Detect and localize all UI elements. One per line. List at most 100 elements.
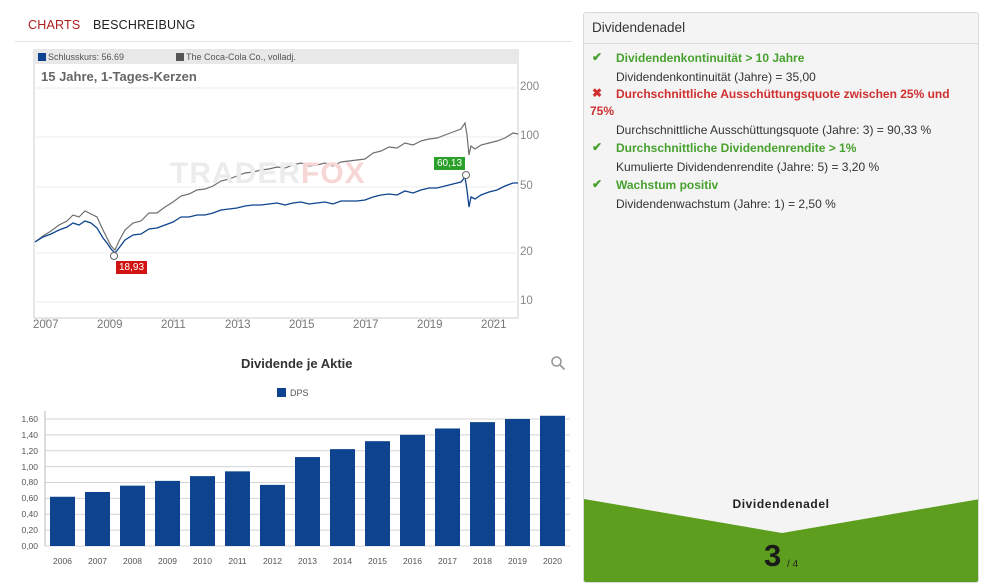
dps-bar[interactable] bbox=[155, 480, 180, 546]
x-tick-label: 2015 bbox=[289, 319, 315, 331]
dps-bar[interactable] bbox=[470, 422, 495, 546]
dps-legend-swatch bbox=[277, 388, 286, 397]
dps-x-tick-label: 2012 bbox=[263, 556, 282, 566]
dividend-bar-canvas bbox=[44, 411, 570, 547]
dps-y-tick-label: 1,60 bbox=[21, 413, 38, 424]
dps-y-tick-label: 0,20 bbox=[21, 525, 38, 536]
y-tick-label: 20 bbox=[520, 246, 533, 258]
x-tick-label: 2007 bbox=[33, 319, 59, 331]
dps-x-tick-label: 2020 bbox=[543, 556, 562, 566]
dps-x-tick-label: 2016 bbox=[403, 556, 422, 566]
tab-beschreibung[interactable]: BESCHREIBUNG bbox=[93, 18, 196, 32]
series-line-close bbox=[34, 175, 518, 254]
traderfox-watermark-logo: TRADERFOX bbox=[170, 157, 366, 190]
x-tick-label: 2013 bbox=[225, 319, 251, 331]
legend-label-close: Schlusskurs: 56.69 bbox=[48, 52, 125, 62]
criterion-detail: Dividendenwachstum (Jahre: 1) = 2,50 % bbox=[616, 197, 836, 211]
dps-bar[interactable] bbox=[365, 441, 390, 546]
check-icon: ✔ bbox=[592, 140, 603, 154]
criterion-heading: Wachstum positiv bbox=[616, 178, 719, 192]
price-chart: Schlusskurs: 56.69 The Coca-Cola Co., vo… bbox=[15, 45, 572, 335]
dps-x-tick-label: 2014 bbox=[333, 556, 352, 566]
dps-bar[interactable] bbox=[435, 428, 460, 546]
dps-x-tick-label: 2008 bbox=[123, 556, 142, 566]
dps-legend-label: DPS bbox=[290, 388, 309, 398]
criterion-item: ✖ Durchschnittliche Ausschüttungsquote z… bbox=[590, 86, 974, 139]
dps-x-tick-label: 2009 bbox=[158, 556, 177, 566]
dps-y-tick-label: 1,40 bbox=[21, 429, 38, 440]
high-price-badge: 60,13 bbox=[434, 157, 466, 170]
legend-label-adjusted: The Coca-Cola Co., volladj. bbox=[186, 52, 297, 62]
cross-icon: ✖ bbox=[592, 86, 603, 100]
panel-title: Dividendenadel bbox=[592, 20, 686, 35]
search-icon[interactable] bbox=[550, 355, 566, 371]
score-value: 3 bbox=[764, 538, 782, 573]
criterion-heading: Durchschnittliche Dividendenrendite > 1% bbox=[616, 141, 857, 155]
dps-bar[interactable] bbox=[540, 415, 565, 546]
check-icon: ✔ bbox=[592, 177, 603, 191]
criterion-heading: Dividendenkontinuität > 10 Jahre bbox=[616, 51, 805, 65]
dps-y-tick-label: 0,80 bbox=[21, 477, 38, 488]
dps-x-tick-label: 2011 bbox=[228, 556, 247, 566]
y-tick-label: 50 bbox=[520, 180, 533, 192]
price-legend: Schlusskurs: 56.69 The Coca-Cola Co., vo… bbox=[34, 50, 518, 64]
y-tick-label: 200 bbox=[520, 81, 540, 93]
bottom-label: Dividendenadel bbox=[732, 497, 830, 511]
dps-bar[interactable] bbox=[295, 457, 320, 546]
dps-x-tick-label: 2018 bbox=[473, 556, 492, 566]
low-price-badge: 18,93 bbox=[116, 261, 148, 274]
dps-bar[interactable] bbox=[50, 496, 75, 546]
score-total: / 4 bbox=[787, 559, 799, 570]
criterion-item: ✔ Wachstum positiv Dividendenwachstum (J… bbox=[590, 177, 974, 213]
dps-bar[interactable] bbox=[330, 449, 355, 546]
score-ribbon-shape bbox=[584, 499, 978, 582]
price-chart-title: 15 Jahre, 1-Tages-Kerzen bbox=[41, 69, 197, 84]
series-line-adjusted bbox=[34, 121, 519, 252]
dividend-bar-chart: 0,00 0,20 0,40 0,60 0,80 1,00 1,20 1,40 1,60 2006… bbox=[0, 403, 575, 575]
y-tick-label: 10 bbox=[520, 295, 533, 307]
x-tick-label: 2011 bbox=[161, 319, 186, 331]
dps-x-tick-label: 2006 bbox=[53, 556, 72, 566]
dps-x-tick-label: 2015 bbox=[368, 556, 387, 566]
dps-x-tick-label: 2017 bbox=[438, 556, 457, 566]
criterion-item: ✔ Dividendenkontinuität > 10 Jahre Divid… bbox=[590, 50, 974, 86]
price-gridlines bbox=[34, 87, 518, 303]
dps-bar[interactable] bbox=[85, 492, 110, 546]
high-marker bbox=[462, 171, 470, 179]
dps-bar[interactable] bbox=[190, 476, 215, 546]
dps-y-tick-label: 1,20 bbox=[21, 445, 38, 456]
criterion-heading: Durchschnittliche Ausschüttungsquote zwi… bbox=[590, 87, 950, 118]
x-tick-label: 2017 bbox=[353, 319, 379, 331]
dps-x-tick-label: 2019 bbox=[508, 556, 527, 566]
low-marker bbox=[110, 252, 118, 260]
x-tick-label: 2009 bbox=[97, 319, 123, 331]
x-tick-label: 2021 bbox=[481, 319, 507, 331]
criterion-detail: Durchschnittliche Ausschüttungsquote (Ja… bbox=[616, 123, 932, 137]
dps-y-tick-label: 0,00 bbox=[21, 541, 38, 551]
chart-tabs: CHARTS BESCHREIBUNG bbox=[15, 0, 572, 42]
dps-bar[interactable] bbox=[260, 484, 285, 546]
criterion-detail: Dividendenkontinuität (Jahre) = 35,00 bbox=[616, 70, 816, 84]
dps-bar[interactable] bbox=[400, 434, 425, 546]
legend-swatch-adjusted bbox=[176, 53, 184, 61]
dividend-chart-title: Dividende je Aktie bbox=[241, 356, 353, 371]
dps-bar[interactable] bbox=[225, 471, 250, 546]
dps-y-tick-label: 0,40 bbox=[21, 509, 38, 520]
price-x-ticks bbox=[45, 318, 495, 322]
price-chart-canvas bbox=[33, 49, 519, 322]
dps-legend[interactable]: DPS bbox=[277, 388, 309, 398]
dps-x-tick-label: 2007 bbox=[88, 556, 107, 566]
dps-y-tick-label: 0,60 bbox=[21, 493, 38, 504]
dps-y-tick-label: 1,00 bbox=[21, 461, 38, 472]
panel-divider bbox=[584, 43, 978, 44]
x-tick-label: 2019 bbox=[417, 319, 443, 331]
dividendenadel-panel: Dividendenadel ✔ Dividendenkontinuität >… bbox=[583, 12, 979, 583]
dps-bar[interactable] bbox=[120, 485, 145, 546]
dps-bar[interactable] bbox=[505, 418, 530, 546]
y-tick-label: 100 bbox=[520, 130, 540, 142]
tab-charts[interactable]: CHARTS bbox=[28, 18, 81, 32]
plot-frame bbox=[33, 49, 519, 319]
criterion-item: ✔ Durchschnittliche Dividendenrendite > … bbox=[590, 140, 974, 176]
dps-x-tick-label: 2013 bbox=[298, 556, 317, 566]
legend-swatch-close bbox=[38, 53, 46, 61]
